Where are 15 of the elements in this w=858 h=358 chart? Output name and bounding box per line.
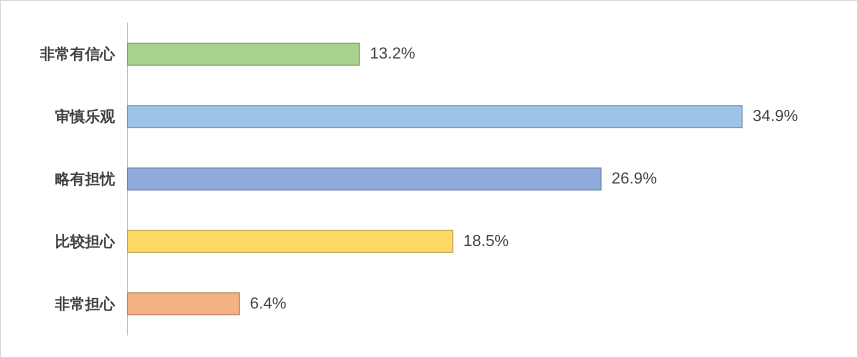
bar [127, 230, 454, 253]
y-tick-label: 非常担心 [54, 294, 116, 313]
data-label: 6.4% [250, 295, 286, 312]
y-tick-label: 审慎乐观 [55, 108, 116, 126]
data-label: 34.9% [752, 108, 798, 126]
bar [127, 42, 360, 66]
bar [127, 168, 602, 190]
bar [127, 105, 743, 128]
bar [127, 292, 240, 316]
data-label: 18.5% [463, 232, 509, 250]
data-label: 13.2% [370, 46, 416, 63]
y-tick-label: 比较担心 [55, 232, 116, 250]
y-tick-label: 非常有信心 [39, 45, 116, 64]
data-label: 26.9% [612, 170, 657, 188]
y-tick-label: 略有担忧 [55, 170, 116, 188]
